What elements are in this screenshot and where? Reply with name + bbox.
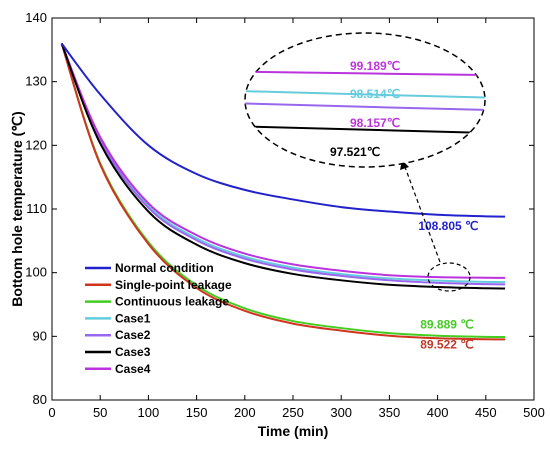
value-annotation: 108.805 ℃	[418, 219, 478, 233]
y-axis-label: Bottom hole temperature (℃)	[9, 111, 25, 306]
inset-value-label: 98.157℃	[350, 116, 400, 130]
y-tick-label: 90	[33, 328, 47, 343]
x-tick-label: 250	[282, 405, 304, 420]
zoom-arrow	[404, 166, 441, 263]
x-tick-label: 0	[48, 405, 55, 420]
legend: Normal condition Single-point leakage Cont…	[85, 261, 232, 376]
x-tick-label: 400	[427, 405, 449, 420]
series-line-normal-condition	[60, 42, 506, 218]
legend-label: Normal condition	[115, 261, 214, 275]
x-tick-label: 500	[523, 405, 545, 420]
zoom-target-ellipse	[427, 262, 471, 292]
value-annotation: 89.522 ℃	[420, 337, 474, 351]
inset-line-case3	[245, 125, 485, 136]
x-tick-label: 200	[234, 405, 256, 420]
y-tick-label: 110	[26, 201, 47, 216]
x-tick-label: 50	[93, 405, 107, 420]
x-tick-label: 450	[475, 405, 497, 420]
series-line-case3	[60, 43, 506, 290]
series-line-single-point-leakage	[60, 43, 506, 341]
y-tick-label: 80	[33, 392, 47, 407]
legend-label: Single-point leakage	[115, 278, 232, 292]
inset-value-label: 97.521℃	[330, 145, 380, 159]
inset-ellipse	[244, 32, 486, 168]
x-tick-label: 350	[379, 405, 401, 420]
x-tick-label: 300	[330, 405, 352, 420]
x-axis-label: Time (min)	[258, 423, 329, 439]
y-tick-label: 130	[25, 74, 47, 89]
inset-line-case1	[245, 90, 485, 101]
inset-value-label: 98.514℃	[350, 87, 400, 101]
y-tick-label: 120	[25, 137, 47, 152]
y-tick-label: 140	[25, 10, 47, 25]
x-tick-label: 150	[186, 405, 208, 420]
value-annotation: 89.889 ℃	[420, 318, 474, 332]
series-lines	[60, 42, 506, 341]
inset-line-case2	[245, 102, 485, 114]
inset-value-label: 99.189℃	[350, 59, 400, 73]
inset-line-case4	[245, 70, 485, 77]
legend-label: Case3	[115, 345, 151, 359]
x-tick-label: 100	[138, 405, 160, 420]
series-line-case2	[60, 43, 506, 286]
legend-label: Continuous leakage	[115, 295, 229, 309]
legend-label: Case2	[115, 328, 151, 342]
series-line-case4	[60, 43, 506, 279]
zoom-inset: 99.189℃ 98.514℃ 98.157℃ 97.521℃	[244, 32, 486, 168]
legend-label: Case4	[115, 362, 151, 376]
y-tick-label: 100	[25, 265, 47, 280]
axis-ticks: 0 50 100 150 200 250 300 350 400 450 500 80 90 100 110…	[25, 10, 545, 420]
legend-label: Case1	[115, 311, 151, 325]
value-annotations: 108.805 ℃ 89.889 ℃ 89.522 ℃	[418, 219, 478, 351]
